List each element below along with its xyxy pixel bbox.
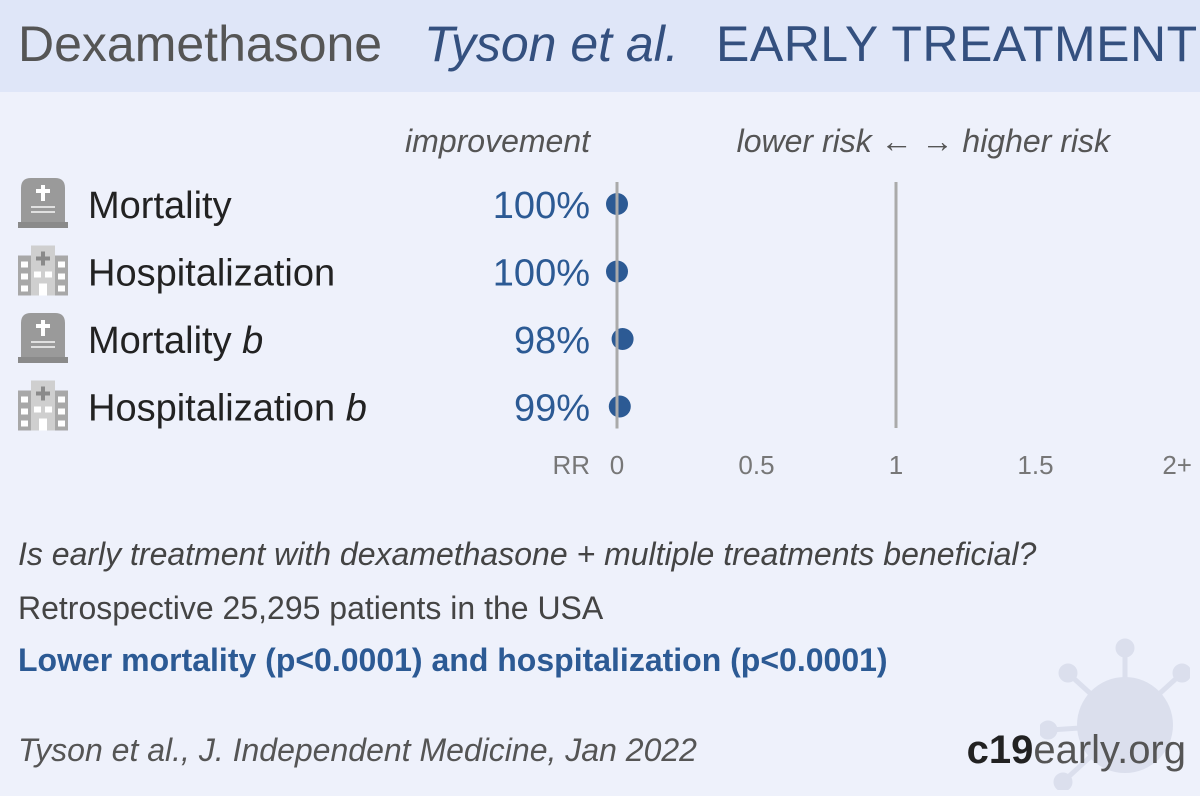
study-title: Tyson et al.	[424, 16, 679, 72]
rr-point	[608, 395, 631, 418]
virus-icon	[1040, 638, 1190, 790]
outcome-label: Mortality b	[88, 320, 263, 362]
hospital-icon	[18, 380, 68, 431]
improvement-value: 98%	[514, 320, 590, 362]
x-tick-label: 1.5	[1017, 450, 1053, 480]
study-design-text: Retrospective 25,295 patients in the USA	[18, 590, 604, 626]
forest-plot-svg: improvement lower risk ← → higher risk M…	[18, 123, 1192, 480]
conclusion-text: Lower mortality (p<0.0001) and hospitali…	[18, 642, 888, 678]
brand-logo: c19early.org	[967, 728, 1186, 773]
forest-plot: improvement lower risk ← → higher risk M…	[0, 110, 1200, 490]
tombstone-icon	[18, 313, 68, 363]
outcome-name: Hospitalization	[88, 253, 335, 295]
improvement-value: 100%	[493, 185, 590, 227]
outcome-row: Mortality b 98%	[18, 313, 634, 363]
header-banner: Dexamethasone Tyson et al. EARLY TREATME…	[0, 0, 1200, 92]
citation-text: Tyson et al., J. Independent Medicine, J…	[18, 732, 697, 768]
risk-direction-label: lower risk ← → higher risk	[737, 123, 1112, 159]
hospital-icon	[18, 245, 68, 296]
outcome-name: Mortality	[88, 185, 232, 227]
brand-rest: early.org	[1033, 728, 1186, 772]
outcome-name: Mortality	[88, 320, 242, 362]
improvement-value: 100%	[493, 253, 590, 295]
outcome-name: Hospitalization	[88, 388, 346, 430]
x-tick-label: 1	[889, 450, 903, 480]
outcome-label: Hospitalization b	[88, 388, 367, 430]
outcome-row: Hospitalization b 99%	[18, 380, 631, 431]
improvement-column-label: improvement	[405, 123, 591, 159]
question-text: Is early treatment with dexamethasone + …	[18, 536, 1037, 572]
tombstone-icon	[18, 178, 68, 228]
drug-title: Dexamethasone	[18, 16, 383, 72]
x-axis-label: RR	[552, 450, 590, 480]
outcome-suffix: b	[242, 320, 263, 362]
stage-title: EARLY TREATMENT	[716, 16, 1198, 72]
x-tick-label: 0.5	[738, 450, 774, 480]
outcome-label: Hospitalization	[88, 253, 335, 295]
outcome-row: Mortality 100%	[18, 178, 628, 228]
outcome-row: Hospitalization 100%	[18, 245, 628, 296]
outcome-label: Mortality	[88, 185, 232, 227]
x-tick-label: 0	[610, 450, 624, 480]
brand-bold: c19	[966, 728, 1034, 772]
improvement-value: 99%	[514, 388, 590, 430]
rr-point	[611, 328, 634, 350]
x-tick-label: 2+	[1162, 450, 1192, 480]
outcome-suffix: b	[346, 388, 367, 430]
